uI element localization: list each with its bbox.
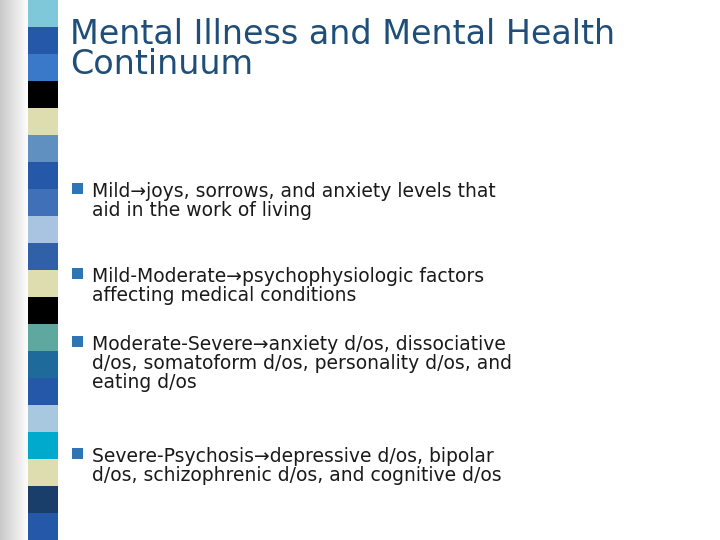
Text: d/os, somatoform d/os, personality d/os, and: d/os, somatoform d/os, personality d/os,… [92, 354, 512, 373]
Text: d/os, schizophrenic d/os, and cognitive d/os: d/os, schizophrenic d/os, and cognitive … [92, 466, 502, 485]
Bar [28, 431, 58, 459]
Bar [28, 161, 58, 189]
Bar [28, 269, 58, 297]
Bar [24, 0, 25, 540]
Bar [18, 0, 19, 540]
Text: aid in the work of living: aid in the work of living [92, 201, 312, 220]
Bar [28, 107, 58, 135]
Bar [11, 0, 12, 540]
Bar [28, 458, 58, 486]
Bar [25, 0, 26, 540]
Bar [72, 336, 83, 347]
Text: Severe-Psychosis→depressive d/os, bipolar: Severe-Psychosis→depressive d/os, bipola… [92, 447, 494, 466]
Bar [28, 53, 58, 81]
Text: Mild→joys, sorrows, and anxiety levels that: Mild→joys, sorrows, and anxiety levels t… [92, 182, 496, 201]
Bar [19, 0, 20, 540]
Bar [28, 512, 58, 540]
Bar [8, 0, 9, 540]
Bar [28, 296, 58, 324]
Bar [28, 215, 58, 243]
Bar [12, 0, 13, 540]
Bar [7, 0, 8, 540]
Bar [9, 0, 10, 540]
Bar [16, 0, 17, 540]
Bar [5, 0, 6, 540]
Bar [28, 26, 58, 54]
Bar [22, 0, 23, 540]
Bar [4, 0, 5, 540]
Bar [0, 0, 1, 540]
Bar [28, 323, 58, 351]
Bar [28, 188, 58, 216]
Bar [28, 485, 58, 513]
Text: eating d/os: eating d/os [92, 373, 197, 392]
Text: Mental Illness and Mental Health: Mental Illness and Mental Health [70, 18, 615, 51]
Bar [10, 0, 11, 540]
Bar [28, 350, 58, 378]
Bar [72, 448, 83, 459]
Bar [13, 0, 14, 540]
Bar [3, 0, 4, 540]
Bar [14, 0, 15, 540]
Text: Mild-Moderate→psychophysiologic factors: Mild-Moderate→psychophysiologic factors [92, 267, 484, 286]
Bar [72, 183, 83, 194]
Bar [6, 0, 7, 540]
Bar [21, 0, 22, 540]
Bar [72, 268, 83, 279]
Bar [17, 0, 18, 540]
Bar [28, 242, 58, 270]
Bar [26, 0, 27, 540]
Bar [2, 0, 3, 540]
Bar [28, 404, 58, 432]
Bar [28, 134, 58, 162]
Bar [28, 80, 58, 108]
Bar [1, 0, 2, 540]
Bar [23, 0, 24, 540]
Bar [15, 0, 16, 540]
Bar [20, 0, 21, 540]
Text: Continuum: Continuum [70, 48, 253, 81]
Bar [28, 0, 58, 27]
Text: Moderate-Severe→anxiety d/os, dissociative: Moderate-Severe→anxiety d/os, dissociati… [92, 335, 506, 354]
Text: affecting medical conditions: affecting medical conditions [92, 286, 356, 305]
Bar [28, 377, 58, 405]
Bar [27, 0, 28, 540]
